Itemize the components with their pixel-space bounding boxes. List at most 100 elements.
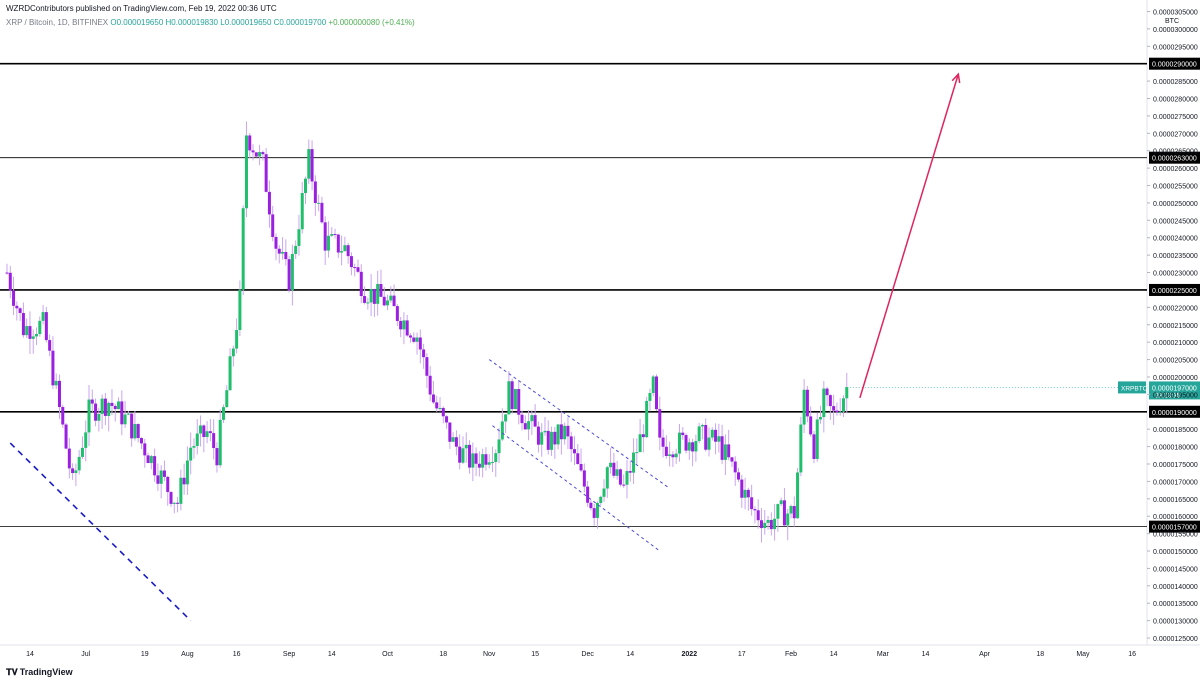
candle-body[interactable]: [395, 306, 399, 321]
candle-body[interactable]: [192, 446, 196, 448]
candle-body[interactable]: [84, 432, 88, 448]
candle-body[interactable]: [28, 326, 32, 339]
candle-body[interactable]: [254, 152, 258, 157]
candle-body[interactable]: [35, 334, 39, 337]
candle-body[interactable]: [90, 399, 94, 404]
candle-body[interactable]: [527, 421, 531, 430]
candle-body[interactable]: [720, 436, 724, 460]
candle-body[interactable]: [431, 394, 435, 403]
candle-body[interactable]: [54, 380, 58, 386]
candle-body[interactable]: [576, 453, 580, 464]
candle-body[interactable]: [87, 399, 91, 433]
candle-body[interactable]: [402, 320, 406, 330]
candle-body[interactable]: [382, 296, 386, 306]
candle-body[interactable]: [468, 444, 472, 468]
candle-body[interactable]: [274, 236, 278, 249]
candle-body[interactable]: [841, 398, 845, 412]
candle-body[interactable]: [628, 471, 632, 473]
candle-body[interactable]: [317, 202, 321, 204]
candle-body[interactable]: [599, 496, 603, 503]
candle-body[interactable]: [819, 417, 823, 420]
candle-body[interactable]: [21, 312, 25, 336]
candle-body[interactable]: [25, 326, 29, 336]
candle-body[interactable]: [143, 443, 147, 456]
descending-trendline[interactable]: [9, 442, 192, 622]
channel-upper-line[interactable]: [488, 359, 670, 489]
candle-body[interactable]: [540, 432, 544, 445]
candle-body[interactable]: [812, 434, 816, 459]
horizontal-levels[interactable]: 0.0000290000 0.0000263000 0.0000225000 0.00…: [0, 57, 1200, 533]
candle-body[interactable]: [225, 390, 229, 408]
candle-body[interactable]: [149, 456, 153, 464]
candle-body[interactable]: [297, 229, 301, 246]
candle-body[interactable]: [523, 423, 527, 430]
candle-body[interactable]: [471, 453, 475, 468]
candle-body[interactable]: [74, 470, 78, 473]
candle-body[interactable]: [832, 406, 836, 411]
candle-body[interactable]: [520, 414, 524, 424]
candle-body[interactable]: [759, 520, 763, 529]
candle-body[interactable]: [700, 424, 704, 427]
candle-body[interactable]: [707, 437, 711, 450]
candle-body[interactable]: [162, 470, 166, 477]
candle-body[interactable]: [602, 488, 606, 497]
candle-body[interactable]: [622, 484, 626, 486]
candle-body[interactable]: [494, 453, 498, 463]
candle-body[interactable]: [363, 296, 367, 303]
candle-body[interactable]: [487, 462, 491, 465]
candle-body[interactable]: [199, 425, 203, 434]
candle-body[interactable]: [510, 381, 514, 410]
candle-body[interactable]: [15, 305, 19, 309]
candle-body[interactable]: [261, 152, 265, 155]
candle-body[interactable]: [258, 152, 262, 157]
candle-body[interactable]: [189, 447, 193, 461]
candle-body[interactable]: [103, 398, 107, 416]
candles[interactable]: [5, 121, 849, 543]
candle-body[interactable]: [730, 457, 734, 462]
candle-body[interactable]: [415, 337, 419, 342]
candle-body[interactable]: [412, 337, 416, 342]
candle-body[interactable]: [304, 178, 308, 194]
candle-body[interactable]: [359, 271, 363, 297]
candle-body[interactable]: [645, 400, 649, 438]
candle-body[interactable]: [120, 401, 124, 425]
candle-body[interactable]: [448, 422, 452, 442]
candle-body[interactable]: [231, 348, 235, 357]
candle-body[interactable]: [559, 424, 563, 440]
candle-body[interactable]: [490, 462, 494, 464]
candle-body[interactable]: [313, 181, 317, 204]
candle-body[interactable]: [159, 470, 163, 484]
candle-body[interactable]: [195, 433, 199, 447]
candle-body[interactable]: [651, 376, 655, 394]
candle-body[interactable]: [595, 502, 599, 518]
candle-body[interactable]: [779, 500, 783, 505]
candle-body[interactable]: [763, 522, 767, 529]
candle-body[interactable]: [241, 208, 245, 290]
candle-body[interactable]: [615, 469, 619, 476]
candle-body[interactable]: [625, 471, 629, 485]
candle-body[interactable]: [130, 413, 134, 439]
candle-body[interactable]: [530, 415, 534, 422]
drawings[interactable]: [9, 72, 961, 622]
candle-body[interactable]: [464, 444, 468, 449]
candle-body[interactable]: [684, 435, 688, 451]
candle-body[interactable]: [474, 453, 478, 464]
candle-body[interactable]: [126, 413, 130, 415]
candle-body[interactable]: [438, 407, 442, 409]
candle-body[interactable]: [477, 463, 481, 468]
candle-body[interactable]: [609, 462, 613, 468]
candle-body[interactable]: [346, 245, 350, 257]
tradingview-logo[interactable]: 𝐓𝐕 TradingView: [6, 667, 73, 678]
candle-body[interactable]: [641, 434, 645, 438]
candle-body[interactable]: [133, 424, 137, 439]
candle-body[interactable]: [176, 502, 180, 504]
candle-body[interactable]: [31, 336, 35, 339]
candle-body[interactable]: [277, 248, 281, 254]
candle-body[interactable]: [750, 497, 754, 510]
candle-body[interactable]: [563, 425, 567, 440]
candle-body[interactable]: [674, 453, 678, 458]
candle-body[interactable]: [569, 436, 573, 450]
candle-body[interactable]: [566, 425, 570, 437]
candle-body[interactable]: [632, 452, 636, 473]
